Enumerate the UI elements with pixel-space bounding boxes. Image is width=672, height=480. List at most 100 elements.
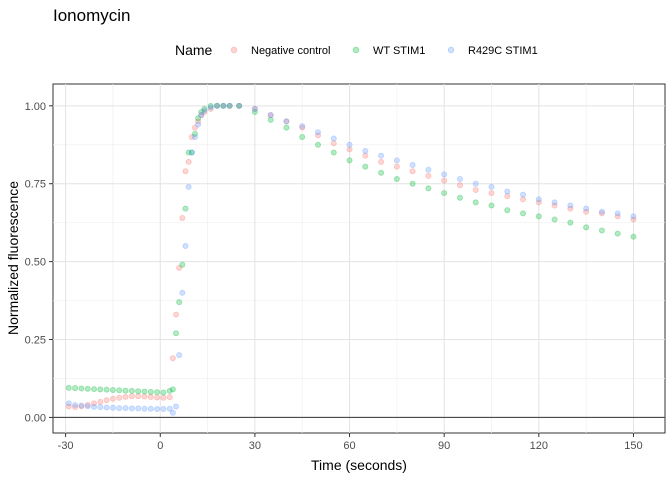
data-point — [91, 386, 98, 393]
legend-entry: WT STIM1 — [352, 45, 425, 57]
data-point — [97, 386, 104, 393]
y-tick-label: 0.25 — [25, 335, 46, 347]
data-point — [362, 147, 369, 154]
legend-key — [352, 46, 360, 54]
data-point — [520, 210, 527, 217]
data-point — [251, 105, 258, 112]
data-point — [122, 405, 129, 412]
legend-label: WT STIM1 — [373, 45, 425, 57]
data-point — [160, 394, 167, 401]
data-point — [176, 299, 183, 306]
data-point — [378, 158, 385, 165]
data-point — [567, 205, 574, 212]
data-point — [176, 352, 183, 359]
data-point — [362, 163, 369, 170]
data-point — [173, 330, 180, 337]
legend: Name Negative control WT STIM1 R429C STIM1 — [175, 42, 538, 58]
legend-key — [230, 46, 238, 54]
data-point — [267, 112, 274, 119]
data-point — [116, 394, 123, 401]
data-point — [135, 393, 142, 400]
data-point — [472, 186, 479, 193]
data-point — [346, 157, 353, 164]
data-point — [220, 102, 227, 109]
data-point — [65, 384, 72, 391]
data-point — [251, 105, 258, 112]
data-point — [425, 172, 432, 179]
data-point — [614, 210, 621, 217]
data-point — [160, 389, 167, 396]
data-point — [214, 102, 221, 109]
data-point — [630, 216, 637, 223]
data-point — [160, 406, 167, 413]
data-point — [198, 112, 205, 119]
data-point — [520, 191, 527, 198]
x-tick-label: 60 — [343, 440, 355, 452]
data-point — [425, 185, 432, 192]
data-point — [154, 389, 161, 396]
data-point — [441, 171, 448, 178]
data-point — [583, 224, 590, 231]
data-point — [182, 205, 189, 212]
data-point — [179, 261, 186, 268]
data-point — [207, 104, 214, 111]
data-point — [198, 112, 205, 119]
data-point — [188, 149, 195, 156]
data-point — [72, 385, 79, 392]
data-point — [504, 207, 511, 214]
data-point — [598, 210, 605, 217]
data-point — [185, 183, 192, 190]
data-point — [128, 393, 135, 400]
data-point — [72, 404, 79, 411]
data-point — [346, 146, 353, 153]
data-point — [65, 400, 72, 407]
data-point — [551, 202, 558, 209]
data-point — [179, 289, 186, 296]
data-point — [504, 193, 511, 200]
data-point — [220, 102, 227, 109]
data-point — [236, 102, 243, 109]
data-point — [630, 233, 637, 240]
x-tick-label: 120 — [530, 440, 548, 452]
data-point — [201, 105, 208, 112]
data-point — [122, 393, 129, 400]
series-negative-control — [65, 102, 637, 411]
data-point — [169, 386, 176, 393]
data-point — [169, 355, 176, 362]
data-point — [330, 140, 337, 147]
plot-panel — [52, 83, 666, 434]
data-point — [191, 124, 198, 131]
plot-area: -30 0 30 60 90 120 150 0.00 0.25 0.50 0.75 1.00 — [25, 83, 666, 452]
data-point — [147, 388, 154, 395]
data-point — [84, 385, 91, 392]
data-point — [109, 404, 116, 411]
data-point — [236, 102, 243, 109]
data-point — [283, 118, 290, 125]
data-point — [176, 264, 183, 271]
data-point — [314, 132, 321, 139]
data-point — [314, 141, 321, 148]
data-point — [103, 397, 110, 404]
data-point — [185, 149, 192, 156]
data-point — [535, 213, 542, 220]
data-point — [299, 133, 306, 140]
data-point — [441, 190, 448, 197]
data-point — [425, 166, 432, 173]
data-point — [362, 152, 369, 159]
data-point — [583, 205, 590, 212]
data-point — [195, 118, 202, 125]
data-point — [122, 387, 129, 394]
data-point — [179, 214, 186, 221]
data-point — [182, 243, 189, 250]
data-point — [141, 393, 148, 400]
data-point — [614, 213, 621, 220]
data-point — [188, 149, 195, 156]
data-point — [182, 168, 189, 175]
data-point — [214, 102, 221, 109]
data-point — [535, 199, 542, 206]
data-point — [195, 121, 202, 128]
legend-label: Negative control — [251, 45, 331, 57]
data-point — [378, 169, 385, 176]
data-point — [185, 158, 192, 165]
